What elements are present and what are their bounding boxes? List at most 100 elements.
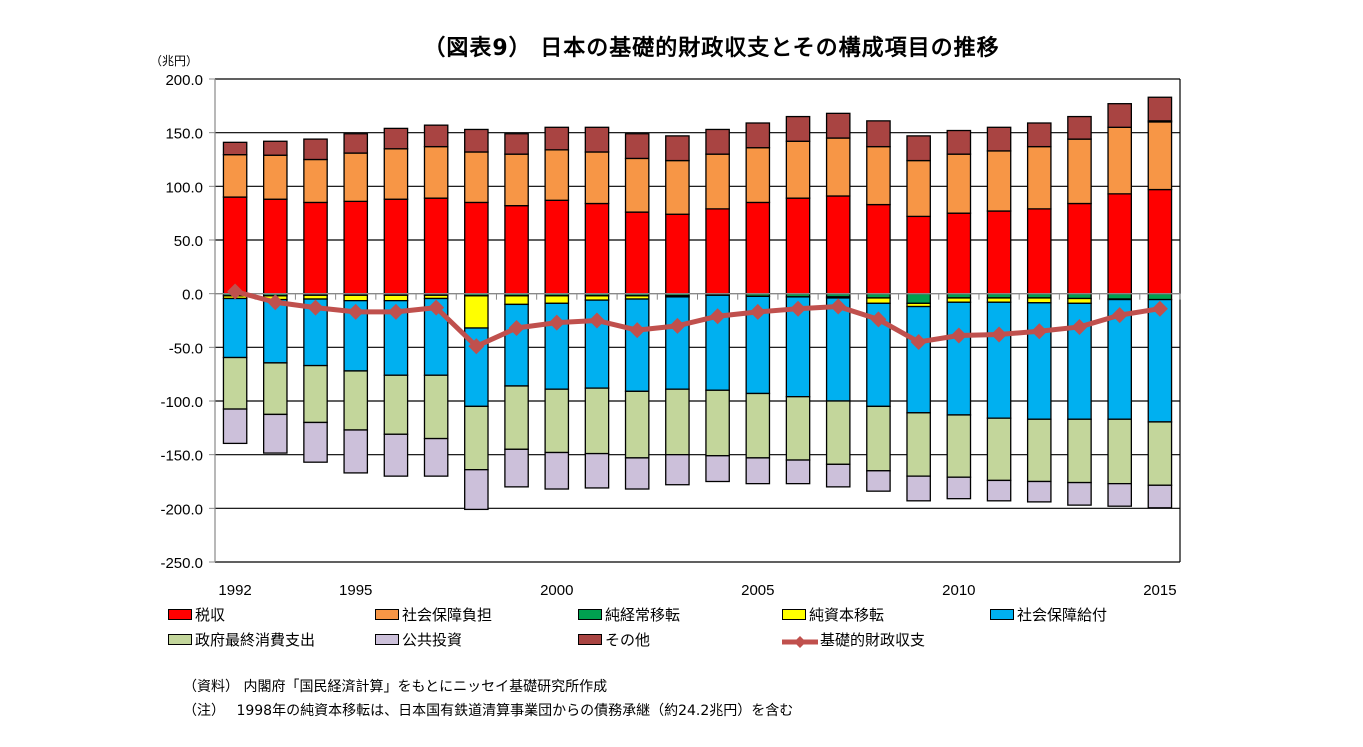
bar-segment [624, 133, 650, 160]
line-marker [709, 308, 726, 325]
bar-segment [785, 459, 811, 485]
x-tick-label: 2005 [741, 582, 774, 599]
line-marker [1151, 300, 1168, 317]
bar-stacks [222, 96, 1173, 511]
bar-segment [544, 295, 570, 304]
line-marker [950, 327, 967, 344]
gridlines [215, 78, 1181, 563]
bar-segment [1026, 208, 1052, 295]
source-note: （資料） 内閣府「国民経済計算」をもとにニッセイ基礎研究所作成 [183, 679, 608, 695]
bar-segment [946, 414, 972, 478]
bar-segment [986, 301, 1012, 419]
bar-segment [1147, 96, 1173, 122]
y-tick-label: 200.0 [165, 72, 203, 89]
bar-segment [343, 200, 369, 295]
bar-segment [383, 294, 409, 302]
bar-segment [544, 126, 570, 151]
bar-segment [624, 390, 650, 459]
bar-segment [222, 196, 248, 295]
bar-segment [1147, 293, 1173, 301]
line-marker [347, 303, 364, 320]
bar-segment [1107, 418, 1132, 485]
line-marker [830, 298, 847, 315]
bar-segment [946, 476, 972, 500]
y-tick-label: 100.0 [165, 179, 203, 196]
legend-swatch [990, 609, 1014, 620]
line-marker [548, 314, 565, 331]
bar-segment [906, 159, 931, 218]
x-tick-label: 2015 [1143, 582, 1176, 599]
bar-segment [866, 405, 891, 472]
legend-item: 純経常移転 [578, 604, 680, 625]
legend-item: 政府最終消費支出 [168, 629, 315, 650]
bar-segment [866, 297, 891, 304]
legend-item: 純資本移転 [782, 604, 884, 625]
bar-segment [343, 133, 369, 154]
bar-segment [705, 455, 730, 483]
footnote: （注） 1998年の純資本移転は、日本国有鉄道清算事業団からの債務承継（約24.… [183, 703, 794, 719]
bar-segment [624, 457, 650, 490]
bar-segment [986, 150, 1012, 212]
legend-item: 社会保障給付 [990, 604, 1107, 625]
bar-segment [222, 141, 248, 156]
line-marker [910, 333, 927, 350]
line-marker [749, 303, 766, 320]
bar-segment [624, 157, 650, 213]
bar-segment [906, 475, 931, 502]
bar-segment [1147, 298, 1173, 423]
bar-segment [343, 152, 369, 203]
y-tick-label: -250.0 [160, 555, 203, 572]
bar-segment [263, 362, 288, 416]
bar-segment [464, 151, 489, 204]
bar-segment [584, 387, 610, 455]
legend-label: 政府最終消費支出 [195, 631, 316, 649]
bar-segment [1067, 297, 1092, 304]
y-tick-label: -200.0 [160, 501, 203, 518]
bar-segment [343, 370, 369, 431]
bar-segment [383, 148, 409, 200]
bar-segment [866, 203, 891, 295]
bar-segment [1147, 121, 1173, 191]
legend-item: その他 [578, 629, 650, 650]
bar-segment [504, 295, 529, 306]
bar-segment [745, 392, 771, 459]
legend-label: 税収 [195, 606, 226, 624]
bar-segment [825, 137, 851, 197]
bar-segment [946, 212, 972, 295]
bar-segment [222, 408, 248, 445]
bar-segment [1107, 103, 1132, 128]
line-marker [588, 312, 605, 329]
bar-segment [544, 149, 570, 201]
legend-swatch [375, 609, 399, 620]
y-tick-label: 150.0 [165, 126, 203, 143]
bar-segment [665, 296, 690, 390]
bar-segment [263, 154, 288, 200]
bar-segment [263, 198, 288, 295]
legend-label: 社会保障負担 [402, 606, 493, 624]
line-marker [227, 283, 244, 300]
bar-segment [745, 457, 771, 485]
bar-segment [825, 195, 851, 295]
legend-label: 基礎的財政収支 [820, 631, 926, 649]
x-tick-label: 1992 [218, 582, 251, 599]
x-tick-label: 1995 [339, 582, 372, 599]
bar-segment [745, 122, 771, 149]
bar-segment [906, 215, 931, 295]
bar-segment [705, 389, 730, 457]
bar-segment [745, 201, 771, 295]
bar-segment [343, 294, 369, 302]
line-marker [267, 294, 284, 311]
line-marker [1071, 318, 1088, 335]
bar-segment [383, 198, 409, 295]
bar-segment [263, 413, 288, 454]
bar-segment [544, 199, 570, 295]
legend-item: 税収 [168, 604, 225, 625]
legend-line-swatch [782, 634, 818, 648]
bar-segment [866, 120, 891, 148]
bar-segment [866, 470, 891, 492]
bar-segment [1067, 293, 1092, 300]
legend-label: その他 [605, 631, 651, 649]
bar-segment [464, 128, 489, 153]
line-marker [629, 322, 646, 339]
bar-segment [1147, 188, 1173, 295]
